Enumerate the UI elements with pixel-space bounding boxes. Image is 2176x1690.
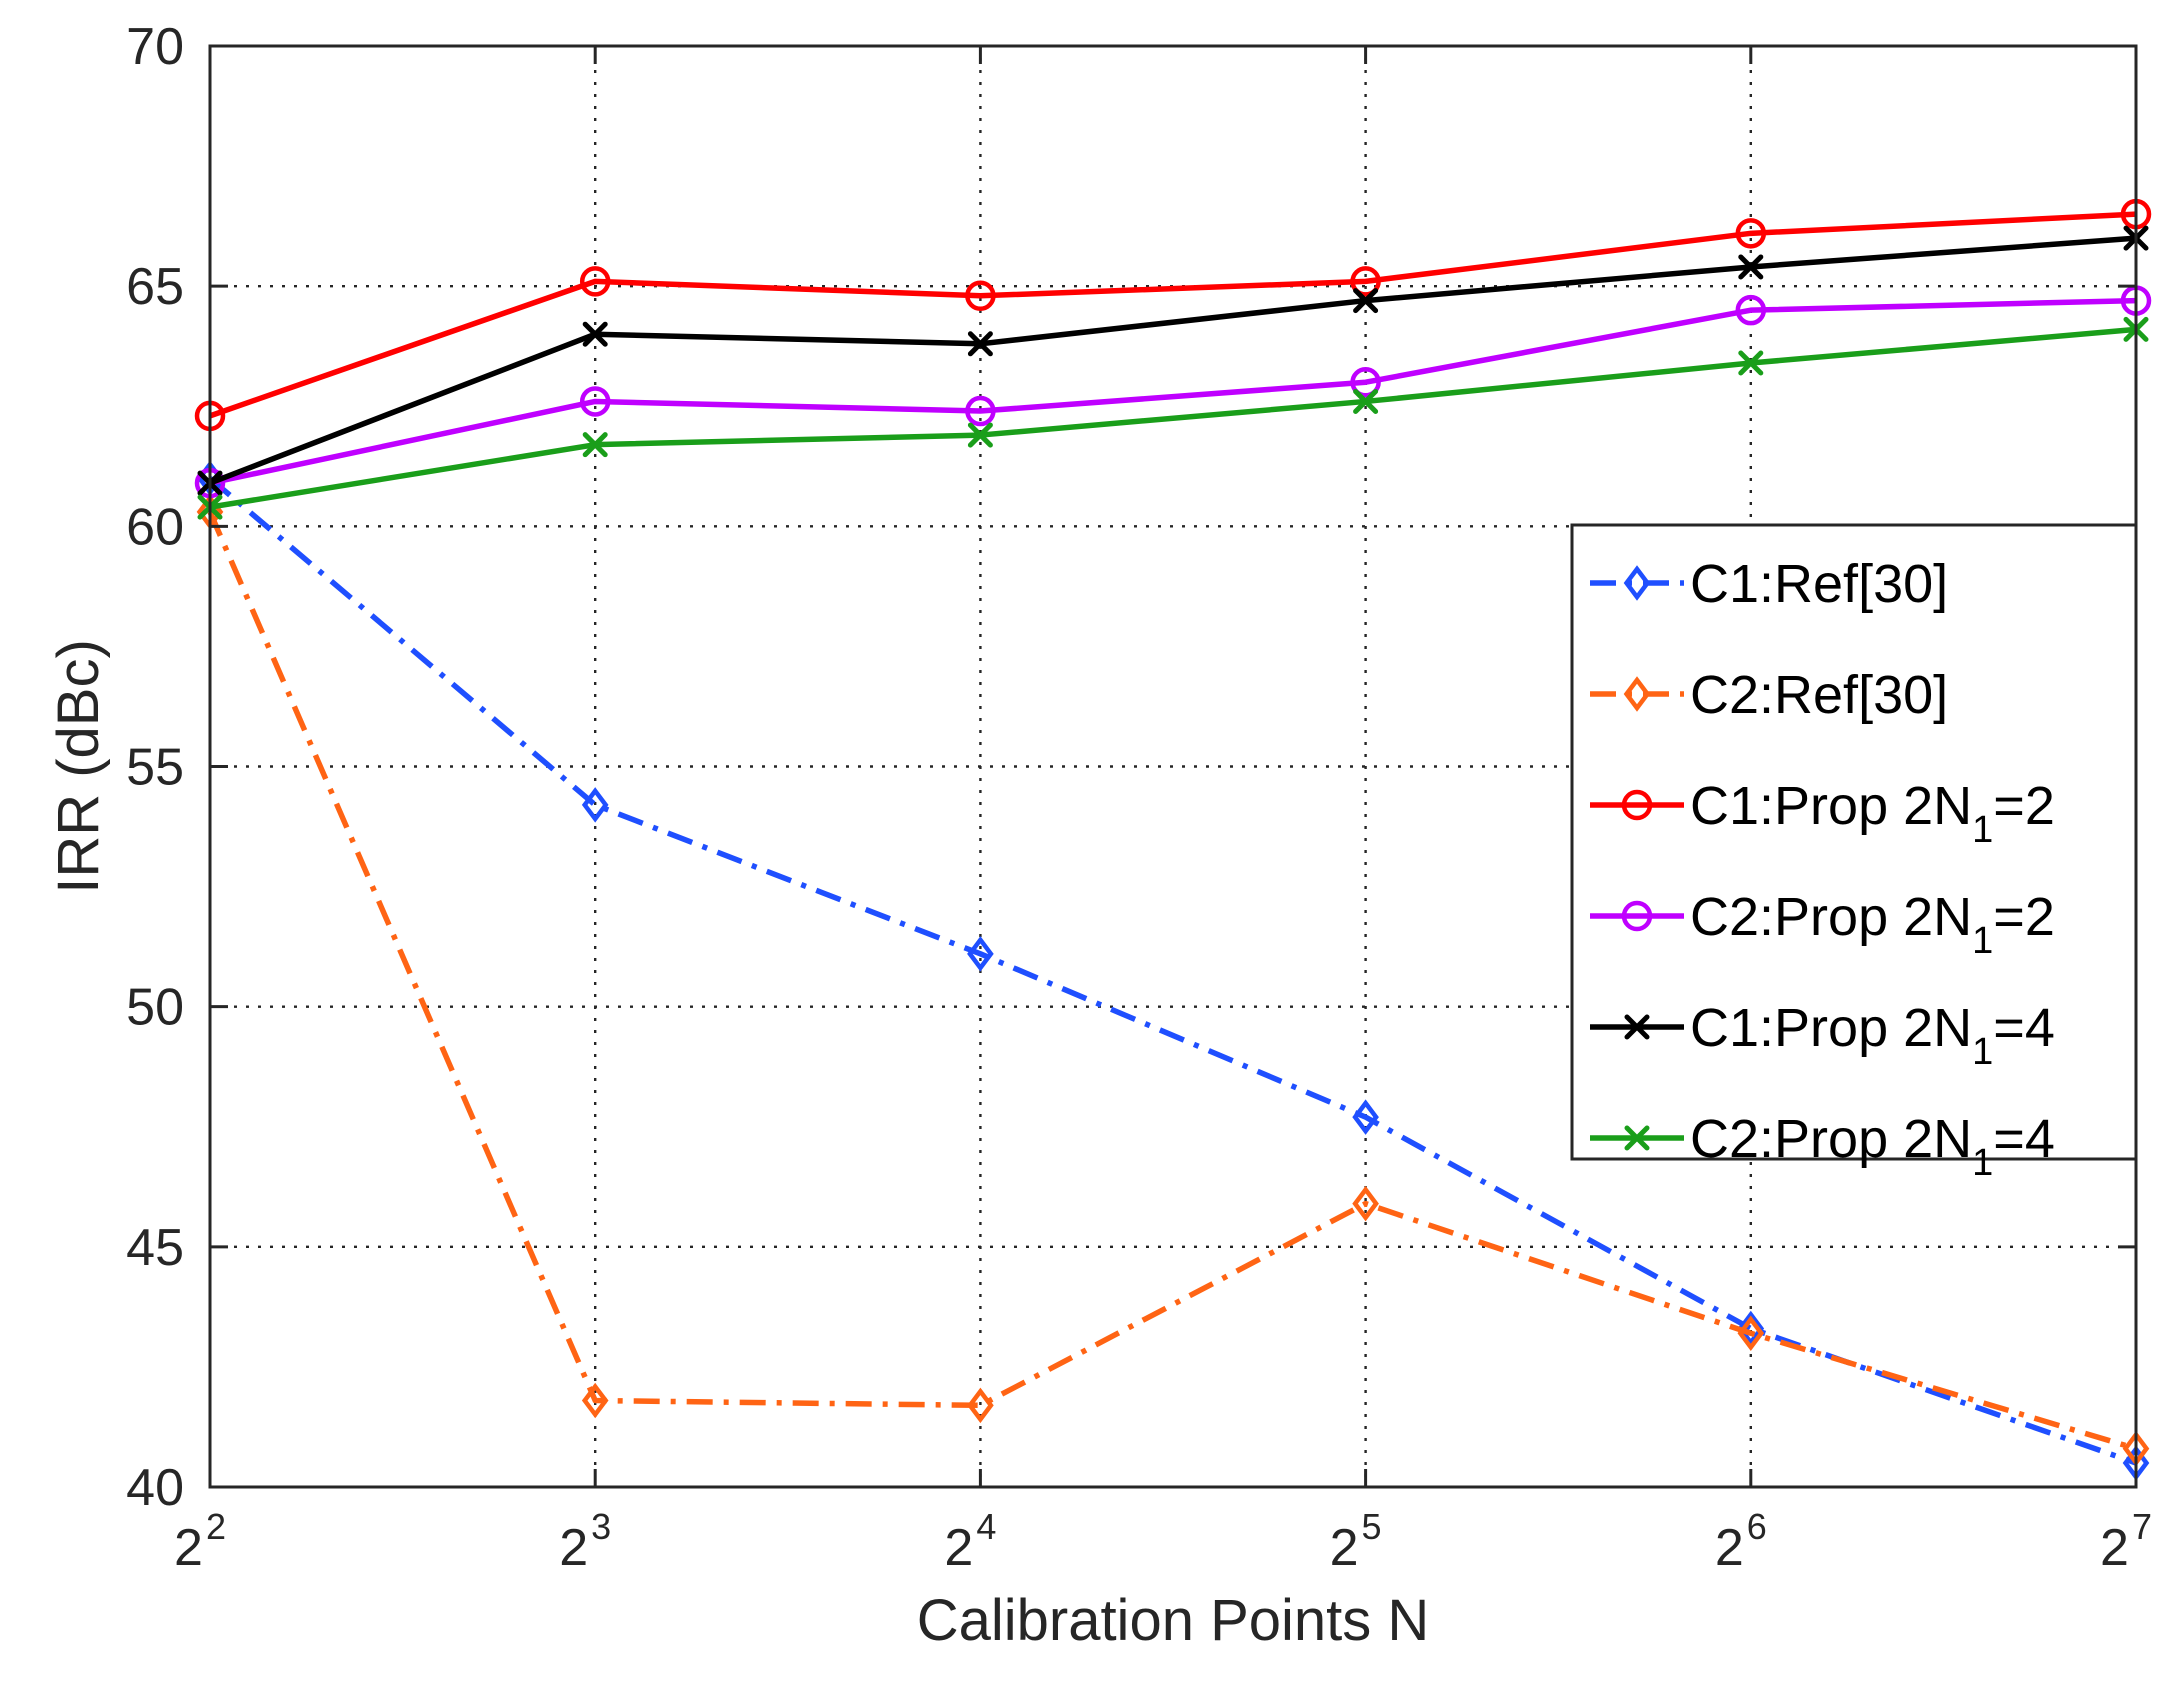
legend-entry-c1-prop-2n1-4: C1:Prop 2N1=4 (1590, 998, 2055, 1073)
data-point-c1-prop-2n1-2 (579, 266, 611, 297)
x-tick-base: 2 (1330, 1519, 1359, 1577)
legend-label-subscript: 1 (1972, 809, 1993, 851)
data-point-c2-prop-2n1-2 (1350, 366, 1381, 398)
series-line-c2-prop-2n1-4 (209, 326, 2137, 510)
data-point-c2-prop-2n1-4 (967, 422, 993, 448)
y-tick-label: 40 (126, 1459, 184, 1517)
legend-marker-c2-ref30 (1623, 676, 1651, 712)
legend-label-subscript: 1 (1972, 920, 1993, 962)
series-layer (194, 198, 2152, 1481)
data-point-c1-prop-2n1-4 (1353, 288, 1379, 314)
x-tick-exponent: 6 (1747, 1506, 1767, 1547)
x-tick-exponent: 5 (1362, 1506, 1382, 1547)
legend-label-main: C2:Prop 2N (1690, 887, 1972, 947)
x-tick-exponent: 3 (591, 1506, 611, 1547)
y-tick-label: 65 (126, 258, 184, 316)
legend-box (1570, 523, 2138, 1161)
x-tick-label: 25 (1330, 1506, 1382, 1577)
x-tick-label: 23 (559, 1506, 611, 1577)
x-tick-exponent: 4 (976, 1506, 996, 1547)
series-line-c2-ref30 (207, 510, 2137, 1452)
series-line-c1-prop-2n1-4 (209, 235, 2137, 486)
legend-marker-c1-prop-2n1-4 (1624, 1014, 1650, 1040)
data-point-c1-ref30 (581, 787, 609, 823)
legend-marker-c1-ref30 (1623, 565, 1651, 601)
data-point-c2-ref30 (1352, 1185, 1379, 1222)
legend-marker-c2-prop-2n1-4 (1624, 1125, 1650, 1151)
legend-entry-c2-ref30: C2:Ref[30] (1590, 665, 1948, 725)
legend-label-tail: =2 (1993, 887, 2055, 947)
data-point-c1-ref30 (967, 936, 994, 972)
x-tick-base: 2 (174, 1519, 203, 1577)
data-point-c2-prop-2n1-2 (579, 386, 611, 417)
legend-label-c2-prop-2n1-4: C2:Prop 2N1=4 (1690, 1109, 2055, 1184)
legend-label-tail: =4 (1993, 1109, 2055, 1169)
data-point-c1-ref30 (1737, 1310, 1765, 1347)
legend-label-c2-prop-2n1-2: C2:Prop 2N1=2 (1690, 887, 2055, 962)
legend-entry-c1-ref30: C1:Ref[30] (1590, 554, 1948, 614)
data-point-c1-prop-2n1-4 (582, 321, 608, 347)
y-tick-label: 70 (126, 18, 184, 76)
series-line-c1-ref30 (208, 476, 2137, 1466)
legend-label-main: C2:Prop 2N (1690, 1109, 1972, 1169)
x-tick-label: 27 (2100, 1506, 2152, 1577)
x-tick-label: 26 (1715, 1506, 1767, 1577)
x-tick-exponent: 2 (206, 1506, 226, 1547)
data-point-c2-prop-2n1-4 (582, 432, 608, 458)
series-line-c2-prop-2n1-2 (209, 297, 2137, 486)
y-tick-label: 55 (126, 739, 184, 797)
legend-label-c1-prop-2n1-4: C1:Prop 2N1=4 (1690, 998, 2055, 1073)
y-axis-title: IRR (dBc) (46, 639, 111, 894)
data-point-c1-prop-2n1-2 (965, 280, 996, 312)
x-tick-label: 22 (174, 1506, 226, 1577)
x-tick-base: 2 (1715, 1519, 1744, 1577)
legend: C1:Ref[30]C2:Ref[30]C1:Prop 2N1=2C2:Prop… (1570, 523, 2138, 1184)
data-point-c2-ref30 (1737, 1315, 1765, 1352)
series-line-c1-prop-2n1-2 (209, 211, 2137, 419)
data-point-c2-prop-2n1-2 (1735, 294, 1767, 326)
legend-label-main: C1:Prop 2N (1690, 998, 1972, 1058)
data-point-c1-ref30 (1352, 1099, 1379, 1135)
legend-marker-c2-prop-2n1-2 (1621, 900, 1653, 932)
x-tick-base: 2 (944, 1519, 973, 1577)
x-axis-title: Calibration Points N (917, 1588, 1430, 1653)
data-point-c2-prop-2n1-4 (1353, 388, 1379, 414)
x-tick-base: 2 (2100, 1519, 2129, 1577)
data-point-c2-ref30 (581, 1382, 609, 1419)
legend-label-tail: =4 (1993, 998, 2055, 1058)
legend-label-c2-ref30: C2:Ref[30] (1690, 665, 1948, 725)
legend-marker-c1-prop-2n1-2 (1621, 789, 1653, 821)
legend-label-subscript: 1 (1972, 1142, 1993, 1184)
y-tick-label: 60 (126, 498, 184, 556)
legend-entry-c2-prop-2n1-2: C2:Prop 2N1=2 (1590, 887, 2055, 962)
x-tick-exponent: 7 (2132, 1506, 2152, 1547)
x-tick-base: 2 (559, 1519, 588, 1577)
y-tick-label: 45 (126, 1219, 184, 1277)
legend-label-main: C1:Prop 2N (1690, 776, 1972, 836)
x-tick-label: 24 (944, 1506, 996, 1577)
data-point-c1-prop-2n1-4 (967, 331, 993, 357)
y-tick-label: 50 (126, 979, 184, 1037)
data-point-c2-ref30 (967, 1387, 994, 1424)
legend-label-c1-ref30: C1:Ref[30] (1690, 554, 1948, 614)
data-point-c1-prop-2n1-4 (1738, 254, 1764, 280)
legend-entry-c2-prop-2n1-4: C2:Prop 2N1=4 (1590, 1109, 2055, 1184)
data-point-c1-prop-2n1-2 (1350, 266, 1381, 297)
data-point-c2-prop-2n1-4 (1738, 350, 1764, 376)
data-point-c2-prop-2n1-2 (965, 395, 996, 427)
legend-label-tail: =2 (1993, 776, 2055, 836)
legend-label-c1-prop-2n1-2: C1:Prop 2N1=2 (1690, 776, 2055, 851)
legend-label-subscript: 1 (1972, 1031, 1993, 1073)
legend-entry-c1-prop-2n1-2: C1:Prop 2N1=2 (1590, 776, 2055, 851)
data-point-c1-prop-2n1-2 (1735, 218, 1767, 249)
legend-label-main: C2:Ref[30] (1690, 665, 1948, 725)
legend-label-main: C1:Ref[30] (1690, 554, 1948, 614)
